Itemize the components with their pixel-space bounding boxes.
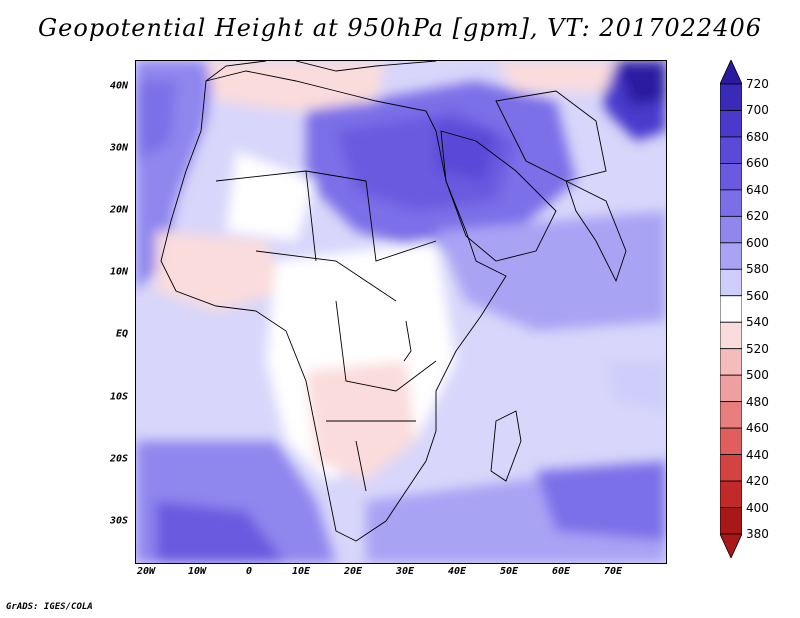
lon-label-60e: 60E: [551, 566, 571, 577]
colorbar-label: 680: [746, 129, 769, 144]
lon-label-30e: 30E: [395, 566, 415, 577]
colorbar-cell: [720, 454, 742, 482]
colorbar-cell: [720, 163, 742, 191]
map-plot-area: [135, 60, 667, 564]
lat-label-20s: 20S: [109, 453, 128, 465]
lat-label-40n: 40N: [109, 80, 128, 92]
grads-credit: GrADS: IGES/COLA: [6, 602, 93, 612]
colorbar-label: 400: [746, 500, 769, 515]
lat-label-30n: 30N: [109, 142, 128, 154]
height-contours: [136, 61, 666, 563]
map-title: Geopotential Height at 950hPa [gpm], VT:…: [38, 14, 762, 42]
lon-label-0: 0: [245, 566, 253, 577]
colorbar-cell: [720, 401, 742, 429]
colorbar-cell: [720, 374, 742, 403]
lon-label-20e: 20E: [343, 566, 363, 577]
colorbar-label: 660: [746, 156, 769, 171]
colorbar-cell: [720, 215, 742, 244]
colorbar-label: 500: [746, 368, 769, 383]
colorbar-label: 480: [746, 394, 769, 409]
colorbar-cell: [720, 321, 742, 350]
lon-label-70e: 70E: [603, 566, 623, 577]
colorbar-label: 540: [746, 315, 769, 330]
lat-label-30s: 30S: [109, 515, 128, 527]
colorbar-cell: [720, 83, 742, 111]
colorbar-label: 560: [746, 288, 769, 303]
colorbar-cell: [720, 242, 742, 270]
colorbar-cell: [720, 507, 742, 535]
colorbar-bottom-arrow: [720, 533, 742, 558]
colorbar-cell: [720, 110, 742, 138]
lat-label-10s: 10S: [109, 391, 128, 403]
colorbar-cell: [720, 136, 742, 164]
colorbar-cell: [720, 268, 742, 297]
colorbar-top-arrow: [720, 60, 742, 85]
lat-label-20n: 20N: [109, 204, 128, 216]
coastlines: [160, 61, 627, 542]
lon-label-20w: 20W: [136, 566, 156, 577]
colorbar-label: 520: [746, 341, 769, 356]
colorbar-cell: [720, 427, 742, 455]
colorbar-cell: [720, 189, 742, 217]
colorbar-cells: [720, 60, 742, 558]
colorbar-label: 440: [746, 447, 769, 462]
colorbar-label: 580: [746, 262, 769, 277]
colorbar-label: 620: [746, 209, 769, 224]
lon-label-40e: 40E: [447, 566, 467, 577]
lon-label-10e: 10E: [291, 566, 311, 577]
colorbar-label: 600: [746, 235, 769, 250]
colorbar-label: 720: [746, 77, 769, 91]
colorbar-label: 420: [746, 474, 769, 489]
lat-label-eq: EQ: [115, 328, 128, 340]
lat-label-10n: 10N: [109, 266, 128, 278]
colorbar: [720, 60, 742, 558]
lon-label-50e: 50E: [499, 566, 519, 577]
colorbar-cell: [720, 348, 742, 376]
colorbar-cell: [720, 480, 742, 508]
colorbar-label: 640: [746, 182, 769, 197]
colorbar-cell: [720, 295, 742, 323]
colorbar-label: 460: [746, 421, 769, 436]
colorbar-label: 380: [746, 527, 769, 541]
height-field-map: [136, 61, 666, 563]
colorbar-label: 700: [746, 103, 769, 118]
lon-label-10w: 10W: [187, 566, 207, 577]
